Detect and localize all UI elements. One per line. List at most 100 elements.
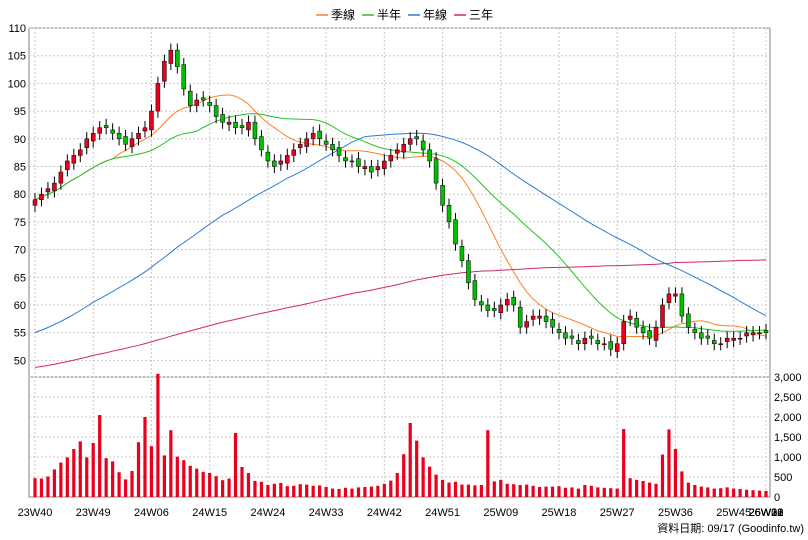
volume-bar <box>512 484 516 497</box>
candle-body <box>401 144 406 153</box>
candle-body <box>492 308 497 311</box>
volume-bar <box>479 485 483 497</box>
candle-body <box>724 337 730 342</box>
volume-bar <box>428 466 432 497</box>
candle <box>90 126 96 148</box>
volume-bar <box>615 488 619 497</box>
candle <box>479 295 484 312</box>
candle-body <box>653 326 659 341</box>
candle-body <box>543 315 549 322</box>
volume-bar <box>149 446 154 497</box>
volume-bar <box>111 461 115 497</box>
candle-body <box>472 280 478 300</box>
legend-label-halfyear: 半年 <box>377 8 401 22</box>
x-tick-label: 23W40 <box>18 507 53 519</box>
candle-body <box>272 160 277 167</box>
candle-body <box>362 166 368 169</box>
volume-bar <box>764 491 768 497</box>
candle-body <box>291 149 297 156</box>
candle <box>123 129 128 151</box>
candle <box>401 137 406 159</box>
candle <box>420 134 426 157</box>
candlesticks <box>32 43 769 359</box>
candle <box>634 311 639 334</box>
candle-body <box>731 337 736 341</box>
ma-year-line <box>34 132 767 333</box>
x-tick-label: 25W09 <box>483 507 518 519</box>
candle <box>453 213 458 251</box>
candle <box>39 187 44 207</box>
volume-bar <box>499 479 503 497</box>
volume-bar <box>52 469 57 497</box>
volume-bar <box>162 455 166 497</box>
candle-body <box>233 121 238 128</box>
candle-body <box>116 133 122 140</box>
candle-body <box>420 140 426 151</box>
volume-bar <box>686 482 690 497</box>
candle <box>84 132 90 155</box>
volume-bar <box>285 486 289 497</box>
candle <box>52 176 57 198</box>
volume-bar <box>253 481 257 497</box>
ma-threeyear-line <box>34 259 767 368</box>
candle-body <box>343 157 348 162</box>
volume-bar <box>544 486 548 497</box>
x-tick-label: 24W15 <box>192 507 227 519</box>
volume-bar <box>117 472 121 497</box>
candle <box>356 152 361 174</box>
candle <box>382 154 387 176</box>
volume-bar <box>350 488 354 497</box>
price-tick-label: 55 <box>14 328 26 340</box>
candle-body <box>621 321 626 345</box>
candle-body <box>45 188 51 193</box>
volume-bar <box>622 429 626 497</box>
candle-body <box>589 335 594 339</box>
candle <box>621 314 626 351</box>
candle-body <box>226 121 232 125</box>
volume-bar <box>693 485 697 497</box>
x-tick-label: 25W27 <box>600 507 635 519</box>
volume-bar <box>550 486 555 497</box>
candle <box>582 331 588 351</box>
candle-body <box>336 147 342 156</box>
candle-body <box>744 332 749 337</box>
legend-label-year: 年線 <box>423 7 447 22</box>
candle-body <box>39 193 44 200</box>
volume-axis-ticks: 0 500 1,000 1,500 2,000 2,500 3,000 <box>774 372 802 504</box>
candle <box>433 152 439 190</box>
volume-bar <box>123 479 128 497</box>
candle <box>692 322 698 340</box>
candle <box>375 159 381 177</box>
candle-body <box>162 60 167 82</box>
candle <box>226 115 232 132</box>
candle <box>252 115 258 146</box>
candle <box>110 123 115 140</box>
candle-body <box>78 149 83 156</box>
volume-bar <box>537 487 542 497</box>
candle-body <box>614 343 620 352</box>
candle <box>142 121 148 138</box>
candle-body <box>414 136 419 140</box>
candle <box>550 312 555 334</box>
legend-label-quarter: 季線 <box>331 7 355 22</box>
candle-body <box>330 144 335 151</box>
candle <box>129 132 135 154</box>
volume-bar <box>169 430 173 497</box>
candle-body <box>382 160 387 169</box>
candle-body <box>220 114 225 123</box>
candle-body <box>155 83 161 112</box>
ma-quarter-line <box>34 94 767 338</box>
volume-bar <box>318 485 322 497</box>
volume-bar <box>576 488 580 497</box>
volume-tick-label: 0 <box>774 492 780 504</box>
volume-bar <box>531 485 535 497</box>
volume-bar <box>447 482 451 497</box>
candle <box>278 154 284 171</box>
candle-body <box>181 64 187 90</box>
candle-body <box>466 260 471 284</box>
candle-body <box>194 99 199 106</box>
candle <box>711 333 717 351</box>
candle <box>272 154 277 174</box>
candle-body <box>304 138 309 147</box>
candle <box>181 57 187 96</box>
